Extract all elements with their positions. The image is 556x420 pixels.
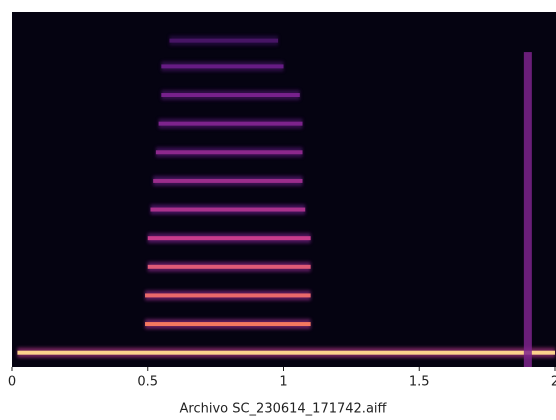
harmonic-band	[147, 264, 311, 269]
x-axis-label: Archivo SC_230614_171742.aiff	[180, 402, 388, 417]
x-tick-label: 1.5	[409, 375, 430, 390]
harmonic-band	[169, 38, 279, 43]
x-tick-label: 1	[279, 375, 287, 390]
x-tick-label: 2	[551, 375, 556, 390]
harmonic-band	[145, 322, 311, 327]
harmonic-band	[155, 150, 303, 155]
harmonic-band	[158, 121, 303, 126]
x-tick-label: 0	[8, 375, 16, 390]
harmonic-band	[153, 178, 303, 183]
onset-line	[523, 52, 532, 367]
plot-background	[12, 12, 556, 367]
harmonic-band	[147, 236, 311, 241]
harmonic-band	[161, 93, 300, 98]
harmonic-band	[145, 293, 311, 298]
harmonic-band	[161, 64, 284, 69]
harmonic-band	[17, 350, 556, 355]
x-tick-label: 0.5	[137, 375, 158, 390]
harmonic-band	[150, 207, 306, 212]
